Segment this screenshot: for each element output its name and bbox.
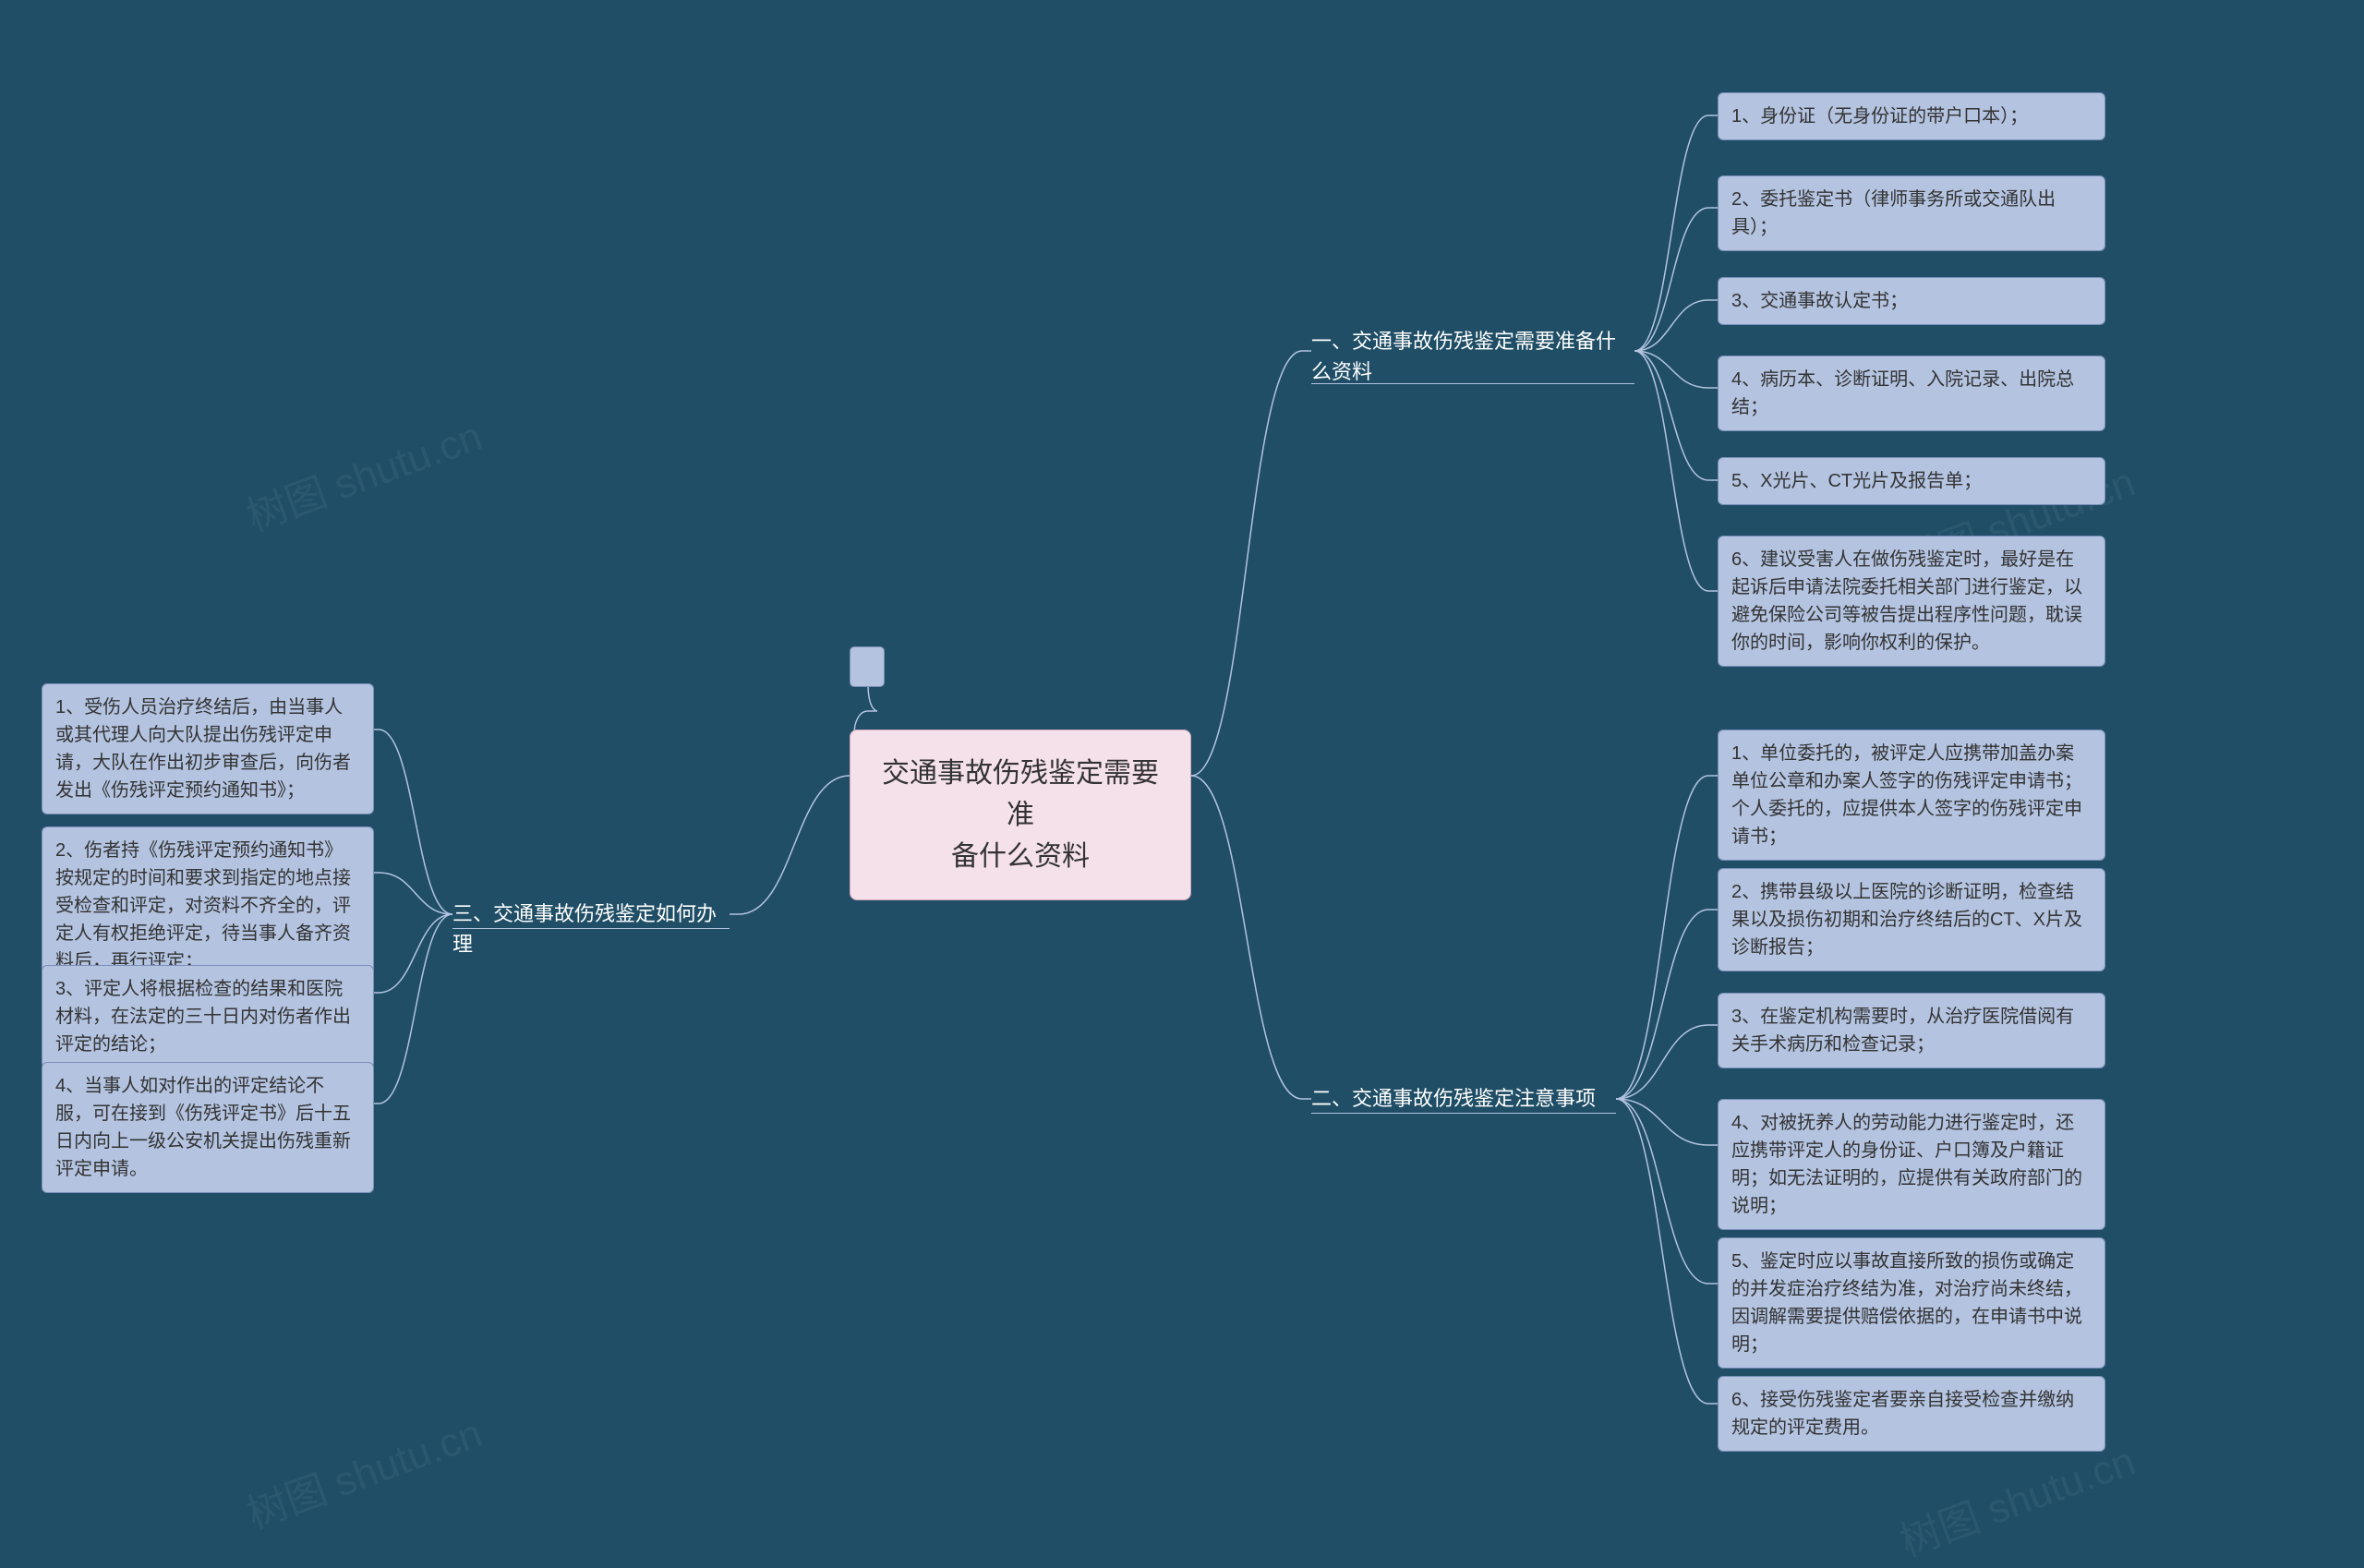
leaf-text: 4、当事人如对作出的评定结论不服，可在接到《伤残评定书》后十五日内向上一级公安机…	[55, 1076, 351, 1179]
branch-1-underline	[1311, 383, 1634, 384]
leaf-text: 2、伤者持《伤残评定预约通知书》按规定的时间和要求到指定的地点接受检查和评定，对…	[55, 840, 351, 971]
branch-2: 二、交通事故伤残鉴定注意事项	[1311, 1076, 1616, 1121]
leaf-2-1: 1、单位委托的，被评定人应携带加盖办案单位公章和办案人签字的伤残评定申请书；个人…	[1718, 730, 2105, 861]
leaf-text: 3、在鉴定机构需要时，从治疗医院借阅有关手术病历和检查记录；	[1731, 1007, 2074, 1055]
empty-node	[850, 646, 885, 687]
branch-3-label: 三、交通事故伤残鉴定如何办理	[452, 902, 717, 956]
leaf-1-2: 2、委托鉴定书（律师事务所或交通队出具）；	[1718, 175, 2105, 251]
leaf-2-2: 2、携带县级以上医院的诊断证明，检查结果以及损伤初期和治疗终结后的CT、X片及诊…	[1718, 868, 2105, 971]
leaf-text: 4、病历本、诊断证明、入院记录、出院总结；	[1731, 369, 2074, 417]
leaf-text: 2、携带县级以上医院的诊断证明，检查结果以及损伤初期和治疗终结后的CT、X片及诊…	[1731, 882, 2082, 958]
leaf-text: 2、委托鉴定书（律师事务所或交通队出具）；	[1731, 189, 2056, 237]
leaf-1-6: 6、建议受害人在做伤残鉴定时，最好是在起诉后申请法院委托相关部门进行鉴定，以避免…	[1718, 536, 2105, 667]
leaf-1-4: 4、病历本、诊断证明、入院记录、出院总结；	[1718, 356, 2105, 431]
center-node: 交通事故伤残鉴定需要准备什么资料	[850, 730, 1191, 900]
leaf-3-1: 1、受伤人员治疗终结后，由当事人或其代理人向大队提出伤残评定申请，大队在作出初步…	[42, 683, 374, 814]
leaf-text: 3、交通事故认定书；	[1731, 291, 1908, 311]
leaf-2-4: 4、对被抚养人的劳动能力进行鉴定时，还应携带评定人的身份证、户口簿及户籍证明；如…	[1718, 1099, 2105, 1230]
watermark: 树图 shutu.cn	[237, 1400, 488, 1539]
leaf-text: 5、X光片、CT光片及报告单；	[1731, 471, 1982, 491]
leaf-text: 1、身份证（无身份证的带户口本）；	[1731, 106, 2028, 127]
leaf-2-6: 6、接受伤残鉴定者要亲自接受检查并缴纳规定的评定费用。	[1718, 1376, 2105, 1452]
leaf-3-2: 2、伤者持《伤残评定预约通知书》按规定的时间和要求到指定的地点接受检查和评定，对…	[42, 826, 374, 985]
leaf-text: 4、对被抚养人的劳动能力进行鉴定时，还应携带评定人的身份证、户口簿及户籍证明；如…	[1731, 1113, 2082, 1216]
leaf-text: 6、建议受害人在做伤残鉴定时，最好是在起诉后申请法院委托相关部门进行鉴定，以避免…	[1731, 549, 2082, 653]
leaf-2-3: 3、在鉴定机构需要时，从治疗医院借阅有关手术病历和检查记录；	[1718, 993, 2105, 1068]
leaf-text: 6、接受伤残鉴定者要亲自接受检查并缴纳规定的评定费用。	[1731, 1390, 2074, 1438]
watermark: 树图 shutu.cn	[237, 403, 488, 542]
branch-3-underline	[452, 928, 730, 929]
leaf-text: 5、鉴定时应以事故直接所致的损伤或确定的并发症治疗终结为准，对治疗尚未终结，因调…	[1731, 1251, 2082, 1355]
leaf-3-4: 4、当事人如对作出的评定结论不服，可在接到《伤残评定书》后十五日内向上一级公安机…	[42, 1062, 374, 1193]
leaf-text: 3、评定人将根据检查的结果和医院材料，在法定的三十日内对伤者作出评定的结论；	[55, 979, 351, 1055]
branch-3: 三、交通事故伤残鉴定如何办理	[452, 891, 730, 967]
branch-1-label: 一、交通事故伤残鉴定需要准备什么资料	[1311, 330, 1616, 383]
center-text: 交通事故伤残鉴定需要准备什么资料	[882, 758, 1159, 872]
leaf-1-5: 5、X光片、CT光片及报告单；	[1718, 457, 2105, 505]
leaf-3-3: 3、评定人将根据检查的结果和医院材料，在法定的三十日内对伤者作出评定的结论；	[42, 965, 374, 1068]
leaf-1-3: 3、交通事故认定书；	[1718, 277, 2105, 325]
branch-2-label: 二、交通事故伤残鉴定注意事项	[1311, 1087, 1596, 1110]
leaf-1-1: 1、身份证（无身份证的带户口本）；	[1718, 92, 2105, 140]
leaf-2-5: 5、鉴定时应以事故直接所致的损伤或确定的并发症治疗终结为准，对治疗尚未终结，因调…	[1718, 1237, 2105, 1369]
branch-2-underline	[1311, 1113, 1616, 1114]
leaf-text: 1、受伤人员治疗终结后，由当事人或其代理人向大队提出伤残评定申请，大队在作出初步…	[55, 697, 351, 801]
leaf-text: 1、单位委托的，被评定人应携带加盖办案单位公章和办案人签字的伤残评定申请书；个人…	[1731, 743, 2082, 847]
